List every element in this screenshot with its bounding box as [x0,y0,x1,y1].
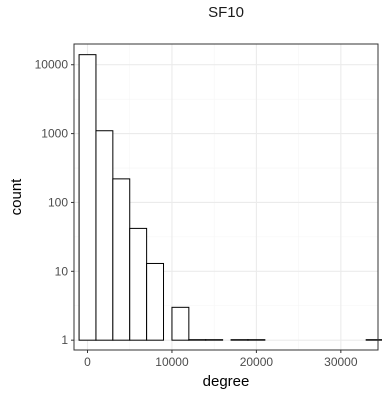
y-tick-label: 10000 [35,58,69,72]
histogram-bar-1 [95,130,114,341]
histogram-bar-12 [365,339,382,341]
y-tick-label: 100 [48,195,68,209]
facet-strip: SF10 [74,4,378,44]
x-tick-label: 20000 [240,355,274,369]
histogram-bar-10 [230,339,249,341]
chart-title: SF10 [208,4,244,21]
histogram-bar-2 [112,178,131,341]
y-tick-label: 1 [61,333,68,347]
histogram-bar-3 [129,227,148,341]
x-tick-label: 0 [84,355,91,369]
panel-border [73,43,379,351]
y-axis-title: count [8,178,25,216]
histogram-bar-7 [188,339,207,341]
histogram-bar-0 [78,54,97,341]
x-axis-title: degree [203,373,250,390]
histogram-bar-11 [247,339,266,341]
histogram-bar-4 [146,262,165,341]
y-tick-label: 1000 [41,127,68,141]
histogram-bars [78,54,382,341]
y-tick-label: 10 [55,264,69,278]
facet-strip-background [74,22,378,44]
x-tick-label: 30000 [324,355,358,369]
histogram-bar-8 [205,339,224,341]
axis-ticks: 0 10000 20000 30000 1 10 100 1000 10000 [35,58,358,369]
histogram-bar-6 [171,306,190,341]
x-tick-label: 10000 [155,355,189,369]
